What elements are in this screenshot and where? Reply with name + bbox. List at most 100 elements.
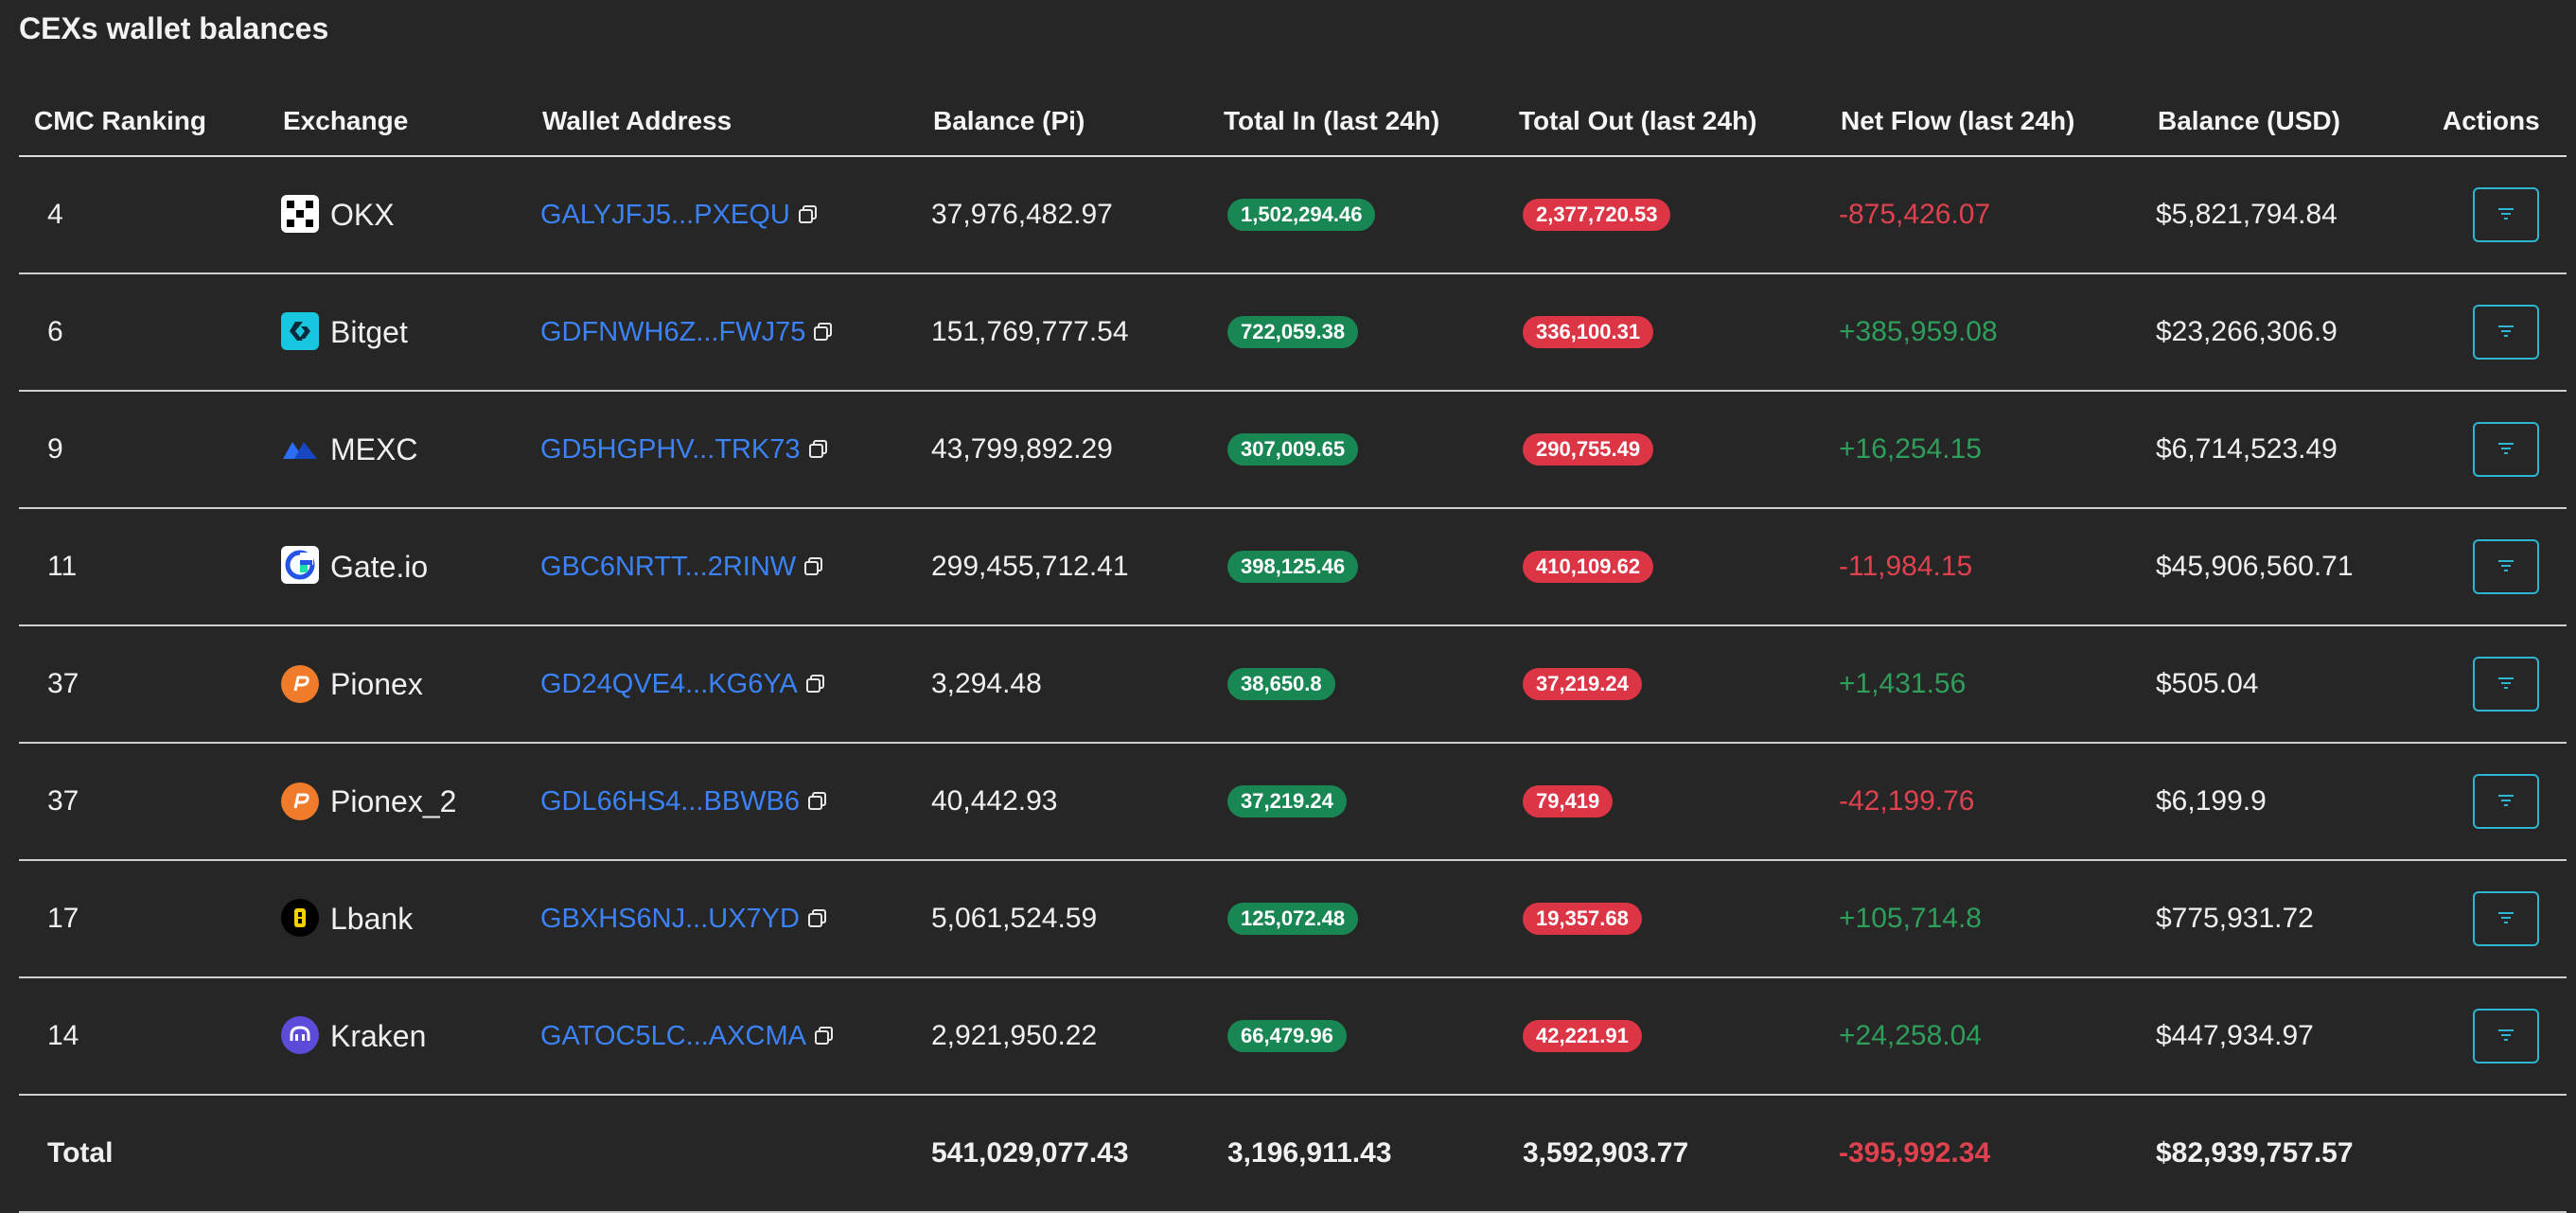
copy-icon[interactable] [798, 204, 819, 225]
pionex-icon [281, 782, 330, 821]
table-row: 14 Kraken GATOC5LC...AXCMA 2,921,950.22 66,4… [19, 978, 2567, 1096]
total-in-badge: 722,059.38 [1227, 316, 1359, 348]
exchange-name: OKX [330, 197, 395, 232]
row-action-button[interactable] [2473, 422, 2539, 477]
column-header-exchange[interactable]: Exchange [283, 106, 409, 135]
cmc-rank: 37 [47, 668, 79, 699]
balances-table: CMC Ranking Exchange Wallet Address Bala… [19, 87, 2567, 1213]
exchange-cell: MEXC [268, 430, 527, 470]
total-out-cell: 19,357.68 [1504, 903, 1826, 935]
exchange-name: Gate.io [330, 549, 429, 584]
exchange-name: Lbank [330, 901, 414, 936]
balance-usd: $505.04 [2156, 668, 2259, 699]
copy-icon[interactable] [805, 674, 826, 694]
total-in-badge: 66,479.96 [1227, 1020, 1347, 1052]
exchange-name: Kraken [330, 1018, 427, 1053]
row-action-button[interactable] [2473, 305, 2539, 360]
wallet-address-link[interactable]: GDFNWH6Z...FWJ75 [540, 316, 806, 347]
total-in: 3,196,911.43 [1227, 1137, 1392, 1169]
wallet-address-link[interactable]: GATOC5LC...AXCMA [540, 1020, 806, 1051]
cmc-rank: 37 [47, 785, 79, 817]
column-header-wallet-address[interactable]: Wallet Address [542, 106, 732, 135]
filter-icon [2497, 207, 2515, 223]
total-in-badge: 125,072.48 [1227, 903, 1359, 935]
balance-pi: 5,061,524.59 [931, 903, 1098, 934]
wallet-address-cell: GD24QVE4...KG6YA [527, 669, 918, 700]
total-out-cell: 2,377,720.53 [1504, 199, 1826, 231]
row-action-button[interactable] [2473, 891, 2539, 946]
actions-cell [2431, 657, 2567, 712]
total-out-cell: 37,219.24 [1504, 668, 1826, 700]
wallet-address-link[interactable]: GDL66HS4...BBWB6 [540, 785, 800, 817]
column-header-cmc-ranking[interactable]: CMC Ranking [34, 106, 206, 135]
wallet-address-link[interactable]: GD5HGPHV...TRK73 [540, 433, 801, 465]
wallet-address-link[interactable]: GBC6NRTT...2RINW [540, 551, 797, 582]
column-header-actions: Actions [2443, 106, 2540, 135]
total-in-badge: 38,650.8 [1227, 668, 1335, 700]
actions-cell [2431, 774, 2567, 829]
total-in-cell: 722,059.38 [1209, 316, 1504, 348]
exchange-name: MEXC [330, 431, 418, 466]
filter-icon [2497, 442, 2515, 458]
cmc-rank: 4 [47, 199, 63, 230]
actions-cell [2431, 187, 2567, 242]
row-action-button[interactable] [2473, 774, 2539, 829]
wallet-address-link[interactable]: GALYJFJ5...PXEQU [540, 199, 790, 230]
copy-icon[interactable] [807, 908, 828, 929]
exchange-name: Pionex_2 [330, 783, 457, 818]
gateio-icon [281, 546, 330, 588]
copy-icon[interactable] [808, 439, 829, 460]
column-header-balance-pi[interactable]: Balance (Pi) [933, 106, 1085, 135]
total-out-badge: 79,419 [1523, 785, 1614, 817]
row-action-button[interactable] [2473, 657, 2539, 712]
table-row: 17 Lbank GBXHS6NJ...UX7YD 5,061,524.59 125,0… [19, 861, 2567, 978]
net-flow: +24,258.04 [1839, 1020, 1982, 1051]
copy-icon[interactable] [807, 791, 828, 812]
table-row: 37 Pionex GD24QVE4...KG6YA 3,294.48 38,650.8… [19, 626, 2567, 744]
copy-icon[interactable] [814, 1026, 835, 1046]
column-header-total-out[interactable]: Total Out (last 24h) [1519, 106, 1757, 135]
row-action-button[interactable] [2473, 1009, 2539, 1064]
column-header-net-flow[interactable]: Net Flow (last 24h) [1841, 106, 2075, 135]
wallet-address-link[interactable]: GD24QVE4...KG6YA [540, 668, 798, 699]
balance-pi: 43,799,892.29 [931, 433, 1113, 465]
filter-icon [2497, 1028, 2515, 1045]
balance-usd: $447,934.97 [2156, 1020, 2314, 1051]
cmc-rank: 9 [47, 433, 63, 465]
table-header: CMC Ranking Exchange Wallet Address Bala… [19, 87, 2567, 157]
table-row: 11 Gate.io GBC6NRTT...2RINW 299,455,712.41 3… [19, 509, 2567, 626]
total-balance-usd: $82,939,757.57 [2156, 1137, 2354, 1169]
balance-pi: 299,455,712.41 [931, 551, 1129, 582]
total-out-cell: 79,419 [1504, 785, 1826, 817]
column-header-balance-usd[interactable]: Balance (USD) [2158, 106, 2340, 135]
balance-usd: $5,821,794.84 [2156, 199, 2338, 230]
copy-icon[interactable] [813, 322, 834, 343]
cmc-rank: 11 [47, 551, 78, 582]
page-title: CEXs wallet balances [19, 11, 329, 45]
total-out-badge: 42,221.91 [1523, 1020, 1642, 1052]
balance-usd: $45,906,560.71 [2156, 551, 2354, 582]
total-out-badge: 290,755.49 [1523, 433, 1654, 466]
filter-icon [2497, 794, 2515, 810]
exchange-cell: Gate.io [268, 546, 527, 588]
row-action-button[interactable] [2473, 187, 2539, 242]
balance-pi: 3,294.48 [931, 668, 1042, 699]
lbank-icon [281, 898, 330, 940]
copy-icon[interactable] [803, 556, 824, 577]
total-in-badge: 1,502,294.46 [1227, 199, 1376, 231]
wallet-address-link[interactable]: GBXHS6NJ...UX7YD [540, 903, 800, 934]
exchange-cell: Bitget [268, 311, 527, 353]
cmc-rank: 6 [47, 316, 63, 347]
total-in-cell: 307,009.65 [1209, 433, 1504, 466]
total-in-badge: 398,125.46 [1227, 551, 1359, 583]
row-action-button[interactable] [2473, 539, 2539, 594]
net-flow: +385,959.08 [1839, 316, 1998, 347]
net-flow: -11,984.15 [1839, 551, 1973, 582]
column-header-total-in[interactable]: Total In (last 24h) [1224, 106, 1440, 135]
exchange-cell: Pionex [268, 664, 527, 704]
balance-usd: $775,931.72 [2156, 903, 2314, 934]
total-out: 3,592,903.77 [1523, 1137, 1689, 1169]
pionex-icon [281, 664, 330, 704]
wallet-address-cell: GBC6NRTT...2RINW [527, 552, 918, 583]
total-out-badge: 2,377,720.53 [1523, 199, 1671, 231]
